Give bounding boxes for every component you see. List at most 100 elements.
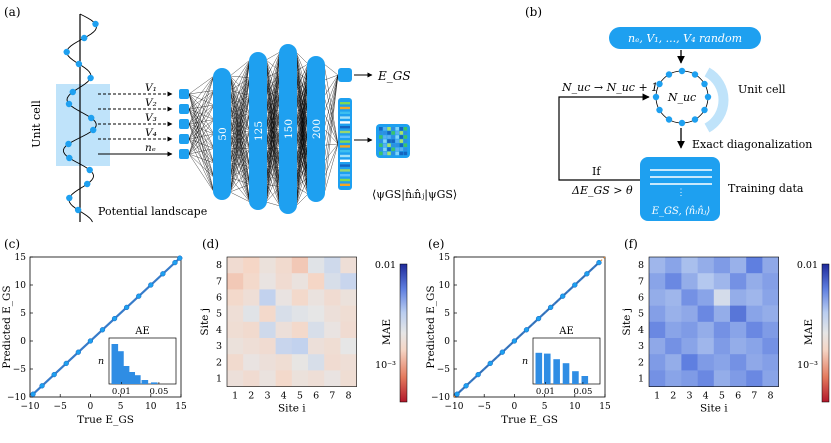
connection (295, 128, 309, 149)
heatmap-cell (308, 257, 325, 274)
connection (229, 166, 251, 193)
colorbar (821, 263, 830, 403)
connection (265, 51, 281, 114)
matrix-cell (403, 143, 408, 147)
lattice-site (65, 140, 72, 148)
connection (295, 145, 309, 168)
heatmap-cell (713, 354, 731, 371)
heatmap-cell (713, 321, 731, 339)
lattice-site (92, 20, 99, 28)
matrix-cell (387, 151, 391, 156)
connection (265, 130, 281, 168)
heatmap-cell (259, 321, 276, 339)
connection (265, 184, 281, 207)
scatter-point (75, 349, 81, 355)
inset-title: AE (558, 326, 574, 337)
heatmap-cell (291, 370, 309, 387)
y-tick-label: 0 (444, 337, 450, 347)
heatmap-cell (324, 354, 341, 371)
connection (295, 90, 309, 146)
x-tick-label: −5 (478, 402, 492, 412)
inset-tick-label: 0.05 (573, 387, 592, 397)
matrix-cell (387, 139, 391, 143)
connection (295, 161, 309, 207)
matrix-cell (387, 143, 391, 147)
scatter-point (111, 315, 118, 322)
y-tick-label: 5 (20, 309, 26, 319)
heatmap-cell (681, 321, 698, 339)
matrix-cell (403, 147, 408, 152)
inset-bar (562, 363, 570, 384)
panel-label-a: (a) (4, 5, 21, 19)
heatmap-cell (324, 257, 341, 274)
connection (323, 112, 339, 145)
heatmap-cell (649, 354, 666, 371)
heatmap-cell (762, 354, 779, 371)
if-label: If (592, 165, 601, 178)
connection (229, 104, 251, 185)
data-ellipsis: ⋮ (677, 188, 686, 198)
heatmap-cell (308, 305, 325, 323)
x-tick-label: −10 (21, 402, 40, 412)
ring-site (691, 71, 699, 78)
matrix-cell (379, 127, 383, 131)
heatmap-cell (308, 273, 325, 290)
vector-stripe (340, 174, 350, 177)
connection (188, 148, 215, 155)
colorbar-mid-label: 10⁻³ (375, 360, 396, 371)
inset-bar (543, 353, 551, 384)
unit-cell-highlight (56, 84, 110, 166)
heatmap-cell (324, 321, 341, 339)
input-node (179, 119, 189, 129)
ring-site (701, 106, 708, 114)
lattice-site (69, 88, 77, 96)
heatmap-cell (730, 338, 747, 355)
layer-size-label: 200 (311, 119, 323, 139)
matrix-cell (391, 151, 395, 156)
connection (188, 153, 215, 178)
connection (295, 177, 309, 207)
connection (265, 51, 281, 96)
lattice-site (90, 126, 97, 134)
x-tick-label: 2 (248, 391, 254, 402)
connection (188, 75, 215, 155)
vector-stripe (340, 130, 350, 134)
scatter-point (499, 349, 505, 355)
heatmap-cell (324, 305, 341, 323)
heatmap-cell (227, 305, 244, 323)
neural-network: 50 125 150 200 (179, 44, 339, 214)
heatmap-cell (649, 289, 666, 306)
ring-site (704, 93, 712, 101)
connection (265, 128, 281, 203)
connection (295, 71, 309, 130)
connection (265, 167, 281, 203)
connection (265, 51, 281, 203)
connection (229, 59, 251, 91)
vector-stripe (340, 121, 350, 124)
connection (265, 148, 281, 203)
heatmap-cell (649, 321, 666, 339)
connection (229, 77, 251, 178)
connection (265, 77, 281, 91)
scatter-point (535, 315, 542, 322)
connection (229, 184, 251, 193)
x-tick-label: 15 (599, 402, 611, 412)
heatmap-cell (697, 338, 715, 355)
heatmap-cell (713, 273, 731, 290)
connection (265, 148, 281, 207)
y-tick-label: −5 (437, 365, 451, 375)
inset-bar (117, 351, 124, 384)
connection (188, 123, 215, 135)
connection (188, 90, 215, 155)
connection (323, 74, 339, 178)
x-tick-label: 1 (654, 391, 660, 402)
connection (265, 59, 281, 110)
inset-bar (553, 359, 560, 384)
input-node (179, 134, 189, 144)
connection (265, 59, 281, 91)
ring-site (701, 80, 708, 88)
correlation-matrix-icon (376, 124, 410, 158)
connection (265, 51, 281, 132)
connection (265, 113, 281, 149)
connection (295, 63, 309, 207)
